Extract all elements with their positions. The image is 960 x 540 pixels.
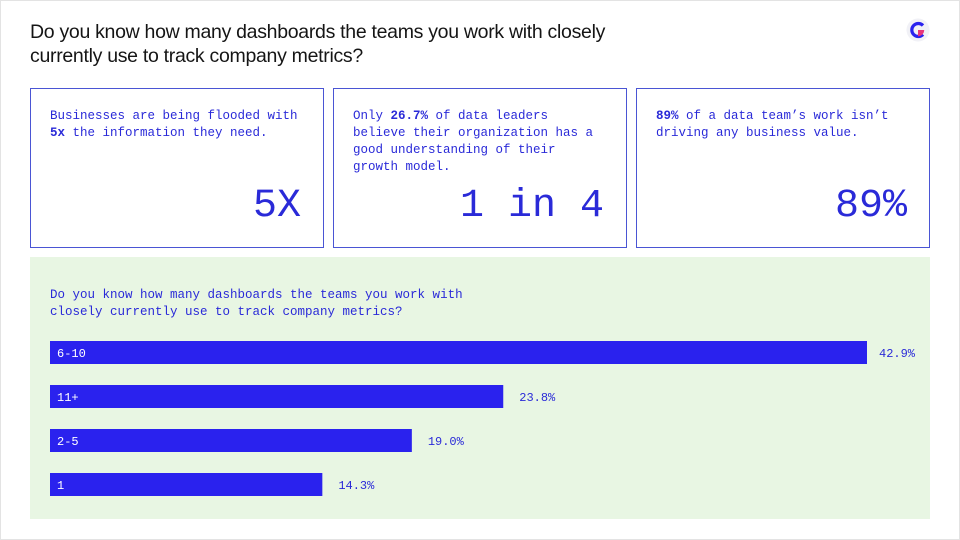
- bar-2-5: [50, 429, 412, 452]
- bar-category-label: 1: [57, 479, 64, 493]
- bar-category-label: 2-5: [57, 435, 79, 449]
- bar-6-10: [50, 341, 867, 364]
- bar-11+: [50, 385, 504, 408]
- stat-card-description: 89% of a data team’s work isn’t driving …: [656, 109, 889, 140]
- bar-1: [50, 473, 323, 496]
- bar-value-label: 19.0%: [428, 435, 465, 449]
- bar-category-label: 11+: [57, 391, 79, 405]
- stat-card-business-value: 89% of a data team’s work isn’t driving …: [636, 88, 930, 248]
- chart-panel: Do you know how many dashboards the team…: [30, 257, 930, 519]
- stat-card-value: 5X: [252, 184, 301, 229]
- chart-title: Do you know how many dashboards the team…: [50, 288, 463, 319]
- stat-card-data-leaders: Only 26.7% of data leaders believe their…: [333, 88, 627, 248]
- bar-category-label: 6-10: [57, 347, 86, 361]
- stat-card-description: Businesses are being flooded with 5x the…: [50, 109, 298, 140]
- c-logo-icon: [906, 18, 930, 42]
- page-title: Do you know how many dashboards the team…: [30, 21, 606, 67]
- bar-chart: 6-10 42.9% 11+ 23.8% 2-5 19.0% 1 14.3%: [50, 341, 916, 496]
- bar-value-label: 14.3%: [338, 479, 375, 493]
- stat-card-information: Businesses are being flooded with 5x the…: [30, 88, 324, 248]
- bar-value-label: 23.8%: [519, 391, 556, 405]
- stat-card-description: Only 26.7% of data leaders believe their…: [353, 109, 594, 174]
- bar-value-label: 42.9%: [879, 347, 916, 361]
- stat-card-value: 1 in 4: [459, 184, 604, 229]
- stat-card-value: 89%: [834, 184, 907, 229]
